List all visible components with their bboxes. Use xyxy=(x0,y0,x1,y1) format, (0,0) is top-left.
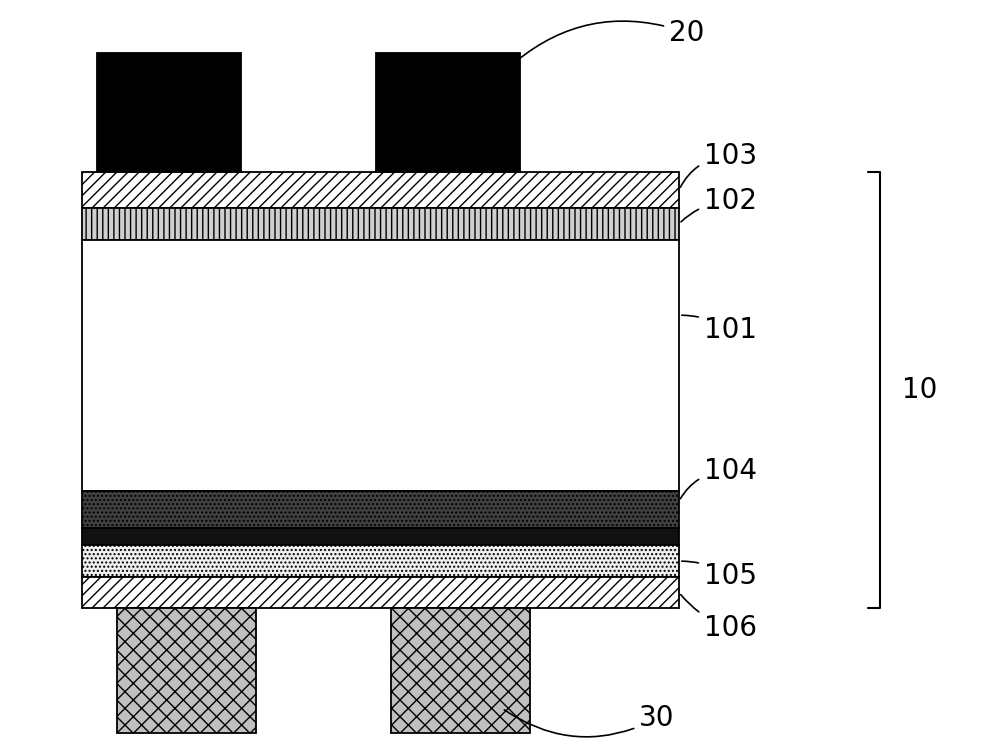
Bar xyxy=(117,608,256,733)
Text: 106: 106 xyxy=(681,595,757,642)
Bar xyxy=(376,53,520,172)
Text: 103: 103 xyxy=(680,143,757,188)
Text: 102: 102 xyxy=(681,188,757,222)
Bar xyxy=(391,608,530,733)
Bar xyxy=(82,240,679,491)
Text: 30: 30 xyxy=(504,704,675,737)
Text: 105: 105 xyxy=(682,561,757,590)
Bar xyxy=(82,528,679,545)
Text: 104: 104 xyxy=(680,457,757,499)
Bar xyxy=(82,545,679,577)
Text: 10: 10 xyxy=(902,376,937,404)
Bar xyxy=(82,208,679,240)
Text: 20: 20 xyxy=(508,19,704,69)
Bar xyxy=(82,491,679,528)
Bar xyxy=(97,53,241,172)
Bar xyxy=(82,577,679,608)
Bar xyxy=(82,172,679,208)
Text: 101: 101 xyxy=(682,315,757,344)
